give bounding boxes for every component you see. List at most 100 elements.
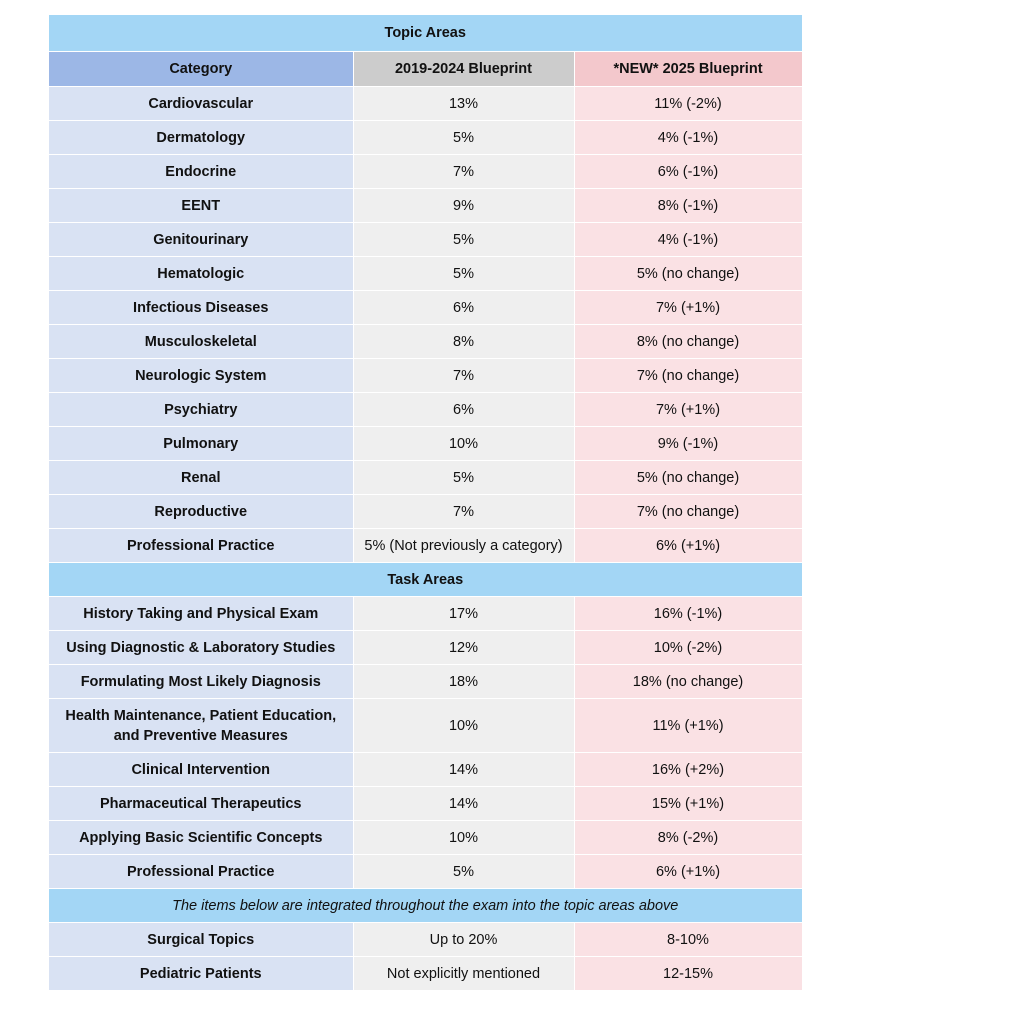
topic-row: Renal 5% 5% (no change) — [49, 460, 803, 495]
new-blueprint-cell: 16% (-1%) — [574, 596, 803, 631]
table-header-row: Category 2019-2024 Blueprint *NEW* 2025 … — [49, 51, 803, 87]
header-2019-2024-blueprint: 2019-2024 Blueprint — [353, 51, 575, 87]
old-blueprint-cell: 6% — [353, 290, 575, 325]
new-blueprint-cell: 6% (+1%) — [574, 528, 803, 563]
old-blueprint-cell: 9% — [353, 188, 575, 223]
category-cell: Genitourinary — [49, 222, 354, 257]
task-row: Pharmaceutical Therapeutics 14% 15% (+1%) — [49, 786, 803, 821]
new-blueprint-cell: 7% (no change) — [574, 358, 803, 393]
new-blueprint-cell: 10% (-2%) — [574, 630, 803, 665]
integrated-row: Pediatric Patients Not explicitly mention… — [49, 956, 803, 991]
topic-row: EENT 9% 8% (-1%) — [49, 188, 803, 223]
topic-row: Infectious Diseases 6% 7% (+1%) — [49, 290, 803, 325]
old-blueprint-cell: Up to 20% — [353, 922, 575, 957]
old-blueprint-cell: 10% — [353, 426, 575, 461]
category-cell: Neurologic System — [49, 358, 354, 393]
old-blueprint-cell: 7% — [353, 154, 575, 189]
task-row: Applying Basic Scientific Concepts 10% 8% … — [49, 820, 803, 855]
blueprint-comparison-table: Topic Areas Category 2019-2024 Blueprint… — [49, 15, 803, 991]
category-cell: Surgical Topics — [49, 922, 354, 957]
old-blueprint-cell: 5% — [353, 256, 575, 291]
category-cell: Professional Practice — [49, 854, 354, 889]
topic-row: Cardiovascular 13% 11% (-2%) — [49, 86, 803, 121]
new-blueprint-cell: 7% (no change) — [574, 494, 803, 529]
category-cell: Pulmonary — [49, 426, 354, 461]
category-cell: EENT — [49, 188, 354, 223]
old-blueprint-cell: 10% — [353, 698, 575, 753]
category-cell: Applying Basic Scientific Concepts — [49, 820, 354, 855]
category-cell: Infectious Diseases — [49, 290, 354, 325]
topic-row: Pulmonary 10% 9% (-1%) — [49, 426, 803, 461]
category-cell: Pharmaceutical Therapeutics — [49, 786, 354, 821]
old-blueprint-cell: 5% (Not previously a category) — [353, 528, 575, 563]
old-blueprint-cell: 5% — [353, 120, 575, 155]
table-title: Topic Areas — [49, 15, 803, 52]
new-blueprint-cell: 5% (no change) — [574, 256, 803, 291]
old-blueprint-cell: 10% — [353, 820, 575, 855]
topic-row: Neurologic System 7% 7% (no change) — [49, 358, 803, 393]
new-blueprint-cell: 5% (no change) — [574, 460, 803, 495]
new-blueprint-cell: 11% (-2%) — [574, 86, 803, 121]
new-blueprint-cell: 8% (-2%) — [574, 820, 803, 855]
category-cell: Musculoskeletal — [49, 324, 354, 359]
new-blueprint-cell: 8% (no change) — [574, 324, 803, 359]
new-blueprint-cell: 16% (+2%) — [574, 752, 803, 787]
new-blueprint-cell: 4% (-1%) — [574, 120, 803, 155]
new-blueprint-cell: 4% (-1%) — [574, 222, 803, 257]
new-blueprint-cell: 12-15% — [574, 956, 803, 991]
integrated-note: The items below are integrated throughou… — [49, 888, 803, 923]
old-blueprint-cell: 18% — [353, 664, 575, 699]
category-cell: Professional Practice — [49, 528, 354, 563]
category-cell: Dermatology — [49, 120, 354, 155]
category-cell: Hematologic — [49, 256, 354, 291]
integrated-row: Surgical Topics Up to 20% 8-10% — [49, 922, 803, 957]
new-blueprint-cell: 9% (-1%) — [574, 426, 803, 461]
task-row: History Taking and Physical Exam 17% 16% (… — [49, 596, 803, 631]
integrated-note-row: The items below are integrated throughou… — [49, 888, 803, 923]
old-blueprint-cell: 12% — [353, 630, 575, 665]
old-blueprint-cell: 5% — [353, 854, 575, 889]
old-blueprint-cell: 8% — [353, 324, 575, 359]
task-areas-heading-row: Task Areas — [49, 562, 803, 597]
new-blueprint-cell: 18% (no change) — [574, 664, 803, 699]
new-blueprint-cell: 7% (+1%) — [574, 392, 803, 427]
old-blueprint-cell: 7% — [353, 358, 575, 393]
topic-row: Psychiatry 6% 7% (+1%) — [49, 392, 803, 427]
category-cell: Cardiovascular — [49, 86, 354, 121]
new-blueprint-cell: 11% (+1%) — [574, 698, 803, 753]
old-blueprint-cell: 17% — [353, 596, 575, 631]
old-blueprint-cell: 13% — [353, 86, 575, 121]
topic-row: Dermatology 5% 4% (-1%) — [49, 120, 803, 155]
task-row: Professional Practice 5% 6% (+1%) — [49, 854, 803, 889]
topic-row: Genitourinary 5% 4% (-1%) — [49, 222, 803, 257]
old-blueprint-cell: Not explicitly mentioned — [353, 956, 575, 991]
new-blueprint-cell: 6% (+1%) — [574, 854, 803, 889]
task-row: Formulating Most Likely Diagnosis 18% 18% … — [49, 664, 803, 699]
old-blueprint-cell: 5% — [353, 222, 575, 257]
category-cell: Health Maintenance, Patient Education, a… — [49, 698, 354, 753]
topic-row: Musculoskeletal 8% 8% (no change) — [49, 324, 803, 359]
task-row: Health Maintenance, Patient Education, a… — [49, 698, 803, 753]
old-blueprint-cell: 6% — [353, 392, 575, 427]
new-blueprint-cell: 8% (-1%) — [574, 188, 803, 223]
category-cell: Renal — [49, 460, 354, 495]
category-cell: Using Diagnostic & Laboratory Studies — [49, 630, 354, 665]
header-2025-blueprint: *NEW* 2025 Blueprint — [574, 51, 803, 87]
category-cell: Reproductive — [49, 494, 354, 529]
category-cell: Formulating Most Likely Diagnosis — [49, 664, 354, 699]
task-row: Using Diagnostic & Laboratory Studies 12%… — [49, 630, 803, 665]
old-blueprint-cell: 7% — [353, 494, 575, 529]
new-blueprint-cell: 7% (+1%) — [574, 290, 803, 325]
category-cell: Clinical Intervention — [49, 752, 354, 787]
task-row: Clinical Intervention 14% 16% (+2%) — [49, 752, 803, 787]
task-areas-heading: Task Areas — [49, 562, 803, 597]
topic-row: Endocrine 7% 6% (-1%) — [49, 154, 803, 189]
new-blueprint-cell: 6% (-1%) — [574, 154, 803, 189]
table-title-row: Topic Areas — [49, 15, 803, 52]
topic-row: Professional Practice 5% (Not previously … — [49, 528, 803, 563]
header-category: Category — [49, 51, 354, 87]
category-cell: History Taking and Physical Exam — [49, 596, 354, 631]
category-cell: Endocrine — [49, 154, 354, 189]
old-blueprint-cell: 5% — [353, 460, 575, 495]
old-blueprint-cell: 14% — [353, 786, 575, 821]
